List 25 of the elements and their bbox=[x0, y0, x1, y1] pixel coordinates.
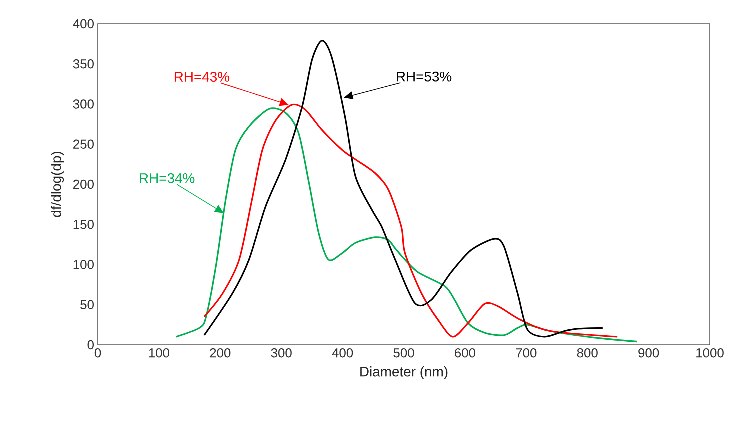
annotation: RH=53% bbox=[397, 72, 452, 82]
x-tick-label: 1000 bbox=[696, 348, 724, 358]
y-axis-title: df/dlog(dp) bbox=[51, 152, 64, 218]
x-tick-label: 0 bbox=[94, 348, 102, 358]
y-tick-label: 100 bbox=[74, 260, 94, 270]
x-axis-title: Diameter (nm) bbox=[360, 366, 448, 380]
annotation: RH=43% bbox=[174, 72, 230, 82]
x-tick-label: 500 bbox=[394, 348, 414, 358]
x-tick-label: 300 bbox=[271, 348, 292, 358]
y-tick-label: 350 bbox=[73, 60, 94, 69]
x-tick-label: 200 bbox=[210, 348, 231, 358]
y-tick-label: 0 bbox=[88, 340, 94, 350]
annotation: RH=34% bbox=[140, 173, 195, 184]
y-tick-label: 200 bbox=[74, 180, 94, 190]
x-tick-label: 700 bbox=[516, 348, 537, 358]
x-tick-label: 100 bbox=[149, 348, 170, 358]
x-tick-label: 900 bbox=[638, 348, 660, 358]
x-tick-label: 800 bbox=[577, 348, 598, 358]
y-tick-label: 150 bbox=[74, 220, 94, 230]
x-tick-label: 600 bbox=[455, 348, 476, 358]
y-tick-label: 400 bbox=[73, 19, 94, 29]
y-tick-label: 300 bbox=[73, 100, 94, 109]
y-tick-label: 50 bbox=[80, 300, 94, 310]
y-tick-label: 250 bbox=[74, 140, 94, 149]
x-tick-label: 400 bbox=[332, 348, 354, 358]
